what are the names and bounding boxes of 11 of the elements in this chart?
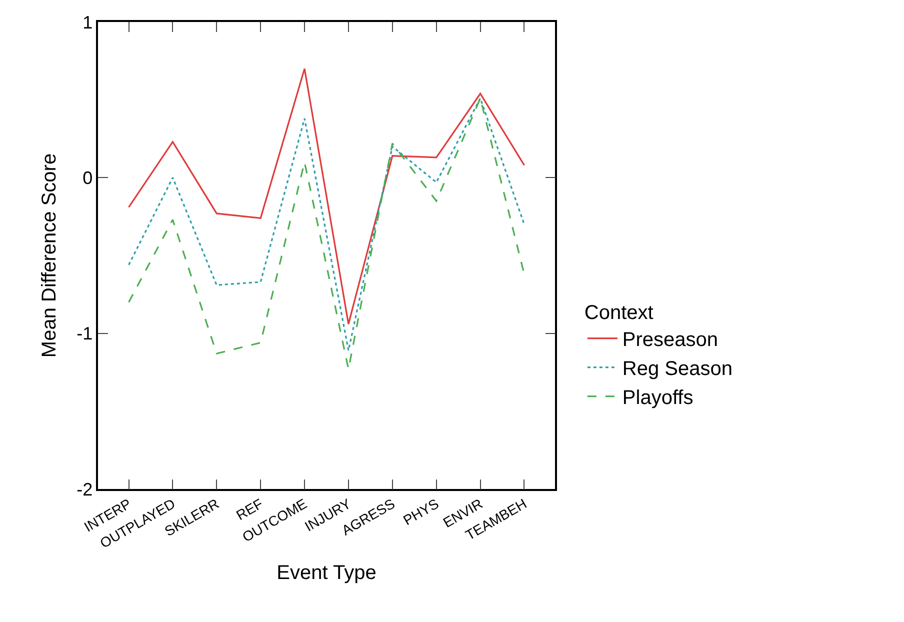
y-axis-title: Mean Difference Score: [38, 153, 61, 358]
y-tick-label: 1: [82, 12, 93, 32]
y-tick-label: -1: [76, 324, 93, 344]
y-tick-label: 0: [82, 168, 93, 188]
y-tick-label: -2: [76, 479, 93, 500]
x-axis-title: Event Type: [276, 562, 376, 584]
legend-label: Preseason: [622, 329, 718, 352]
line-series: [128, 68, 526, 325]
legend-label: Playoffs: [622, 387, 694, 410]
legend-title: Context: [584, 302, 654, 324]
legend-label: Reg Season: [622, 358, 732, 380]
